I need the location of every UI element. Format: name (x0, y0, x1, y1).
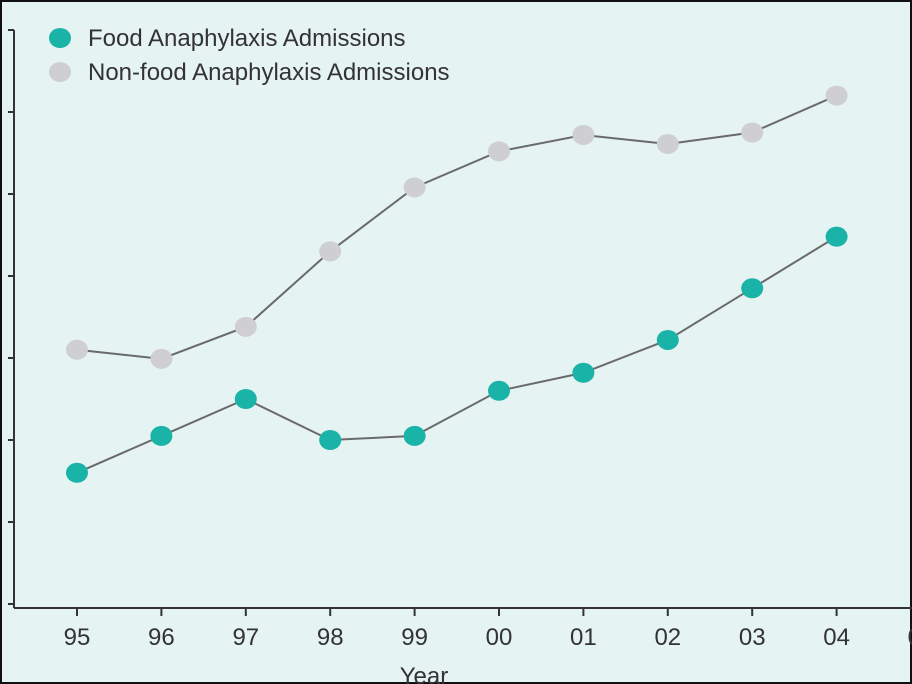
data-point-s1-01 (572, 124, 595, 145)
x-tick-label-97: 97 (232, 624, 259, 651)
data-point-s1-97 (234, 316, 257, 337)
data-point-s0-98 (319, 430, 342, 450)
x-tick-label-00: 00 (486, 624, 513, 651)
data-point-s1-99 (403, 177, 426, 198)
x-tick-label-95: 95 (64, 624, 91, 651)
data-point-s0-00 (488, 380, 510, 401)
legend: Food Anaphylaxis Admissions Non-food Anap… (49, 25, 450, 86)
x-tick-label-05: 05 (908, 624, 912, 651)
x-tick-label-02: 02 (654, 624, 681, 651)
data-point-s1-00 (488, 141, 510, 162)
series-line-1 (76, 94, 838, 360)
series-line-0 (76, 235, 838, 474)
data-point-s1-96 (150, 348, 173, 369)
x-tick-label-98: 98 (317, 624, 344, 651)
legend-label-0: Food Anaphylaxis Admissions (88, 25, 406, 52)
data-point-s1-04 (825, 85, 848, 106)
series-lines (76, 94, 838, 474)
data-point-s0-95 (66, 462, 88, 483)
x-tick-label-99: 99 (401, 624, 428, 651)
data-point-s0-03 (741, 278, 764, 299)
data-point-s0-04 (825, 226, 848, 247)
data-point-s1-02 (656, 133, 679, 154)
x-tick-label-04: 04 (823, 624, 850, 651)
data-point-s1-98 (319, 241, 342, 262)
x-axis-label: Year (400, 663, 449, 684)
series-points (66, 85, 848, 483)
data-point-s0-97 (234, 389, 257, 409)
legend-label-1: Non-food Anaphylaxis Admissions (88, 59, 450, 86)
data-point-s0-99 (403, 425, 426, 446)
x-tick-labels: 95 96 97 98 99 00 01 02 03 04 05 (64, 624, 912, 651)
legend-marker-0 (49, 28, 71, 48)
legend-marker-1 (49, 62, 71, 82)
data-point-s0-02 (656, 329, 679, 350)
x-tick-label-96: 96 (148, 624, 175, 651)
data-point-s0-01 (572, 362, 595, 383)
x-tick-label-03: 03 (739, 624, 766, 651)
data-point-s1-95 (66, 339, 88, 360)
chart-axes (8, 29, 912, 616)
data-point-s1-03 (741, 122, 764, 143)
x-tick-label-01: 01 (570, 624, 597, 651)
data-point-s0-96 (150, 425, 173, 446)
